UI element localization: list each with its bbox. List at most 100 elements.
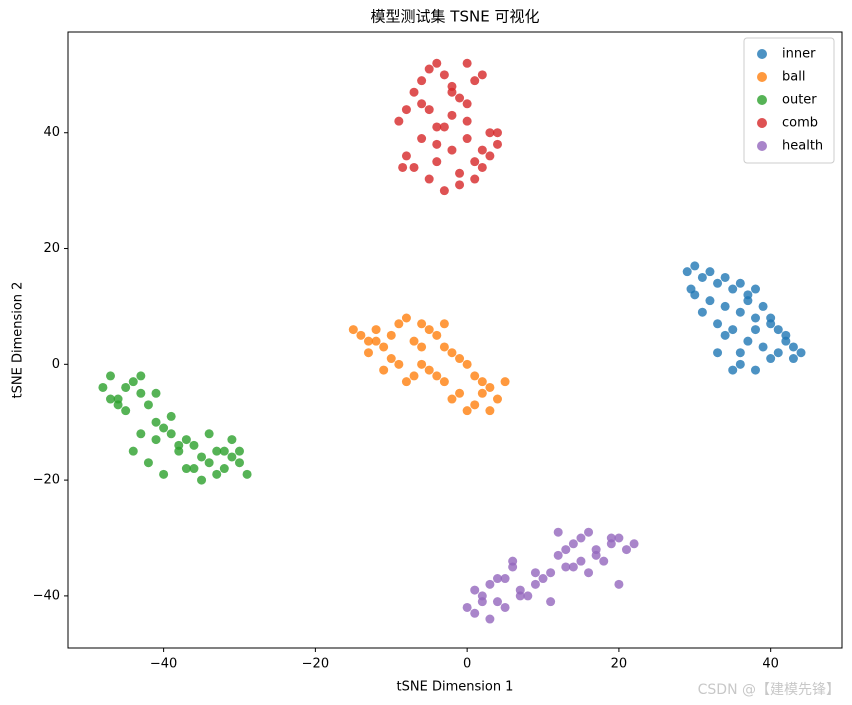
point (614, 533, 624, 543)
point (121, 382, 131, 392)
point (371, 325, 381, 335)
legend-label: outer (782, 93, 817, 108)
point (401, 313, 411, 323)
y-tick-label: 40 (43, 125, 60, 140)
point (136, 429, 146, 439)
point (455, 180, 465, 190)
point (492, 139, 502, 149)
point (439, 342, 449, 352)
point (485, 406, 495, 416)
point (151, 435, 161, 445)
point (492, 128, 502, 138)
point (735, 278, 745, 288)
point (197, 452, 207, 462)
point (735, 348, 745, 358)
point (773, 325, 783, 335)
point (197, 475, 207, 485)
legend-label: inner (782, 47, 816, 62)
point (136, 388, 146, 398)
point (713, 319, 723, 329)
point (424, 105, 434, 115)
point (713, 278, 723, 288)
point (553, 550, 563, 560)
legend-marker (757, 72, 767, 82)
point (766, 313, 776, 323)
point (439, 377, 449, 387)
point (462, 58, 472, 68)
point (492, 597, 502, 607)
point (455, 354, 465, 364)
point (561, 545, 571, 555)
point (455, 168, 465, 178)
point (538, 574, 548, 584)
point (788, 354, 798, 364)
point (417, 134, 427, 144)
point (105, 371, 115, 381)
point (697, 272, 707, 282)
point (690, 261, 700, 271)
point (728, 284, 738, 294)
point (394, 116, 404, 126)
point (591, 550, 601, 560)
point (523, 591, 533, 601)
point (447, 348, 457, 358)
point (462, 116, 472, 126)
legend-box (743, 37, 835, 164)
point (796, 348, 806, 358)
point (629, 539, 639, 549)
point (363, 336, 373, 346)
y-tick-label: 20 (43, 241, 60, 256)
point (356, 330, 366, 340)
point (735, 359, 745, 369)
point (432, 157, 442, 167)
point (455, 388, 465, 398)
point (561, 562, 571, 572)
point (409, 336, 419, 346)
point (181, 435, 191, 445)
point (606, 533, 616, 543)
point (462, 359, 472, 369)
point (189, 464, 199, 474)
point (439, 70, 449, 80)
y-tick-label: −40 (33, 588, 60, 603)
point (424, 365, 434, 375)
chart-title: 模型测试集 TSNE 可视化 (371, 8, 540, 26)
point (530, 568, 540, 578)
point (477, 145, 487, 155)
y-tick-label: −20 (33, 473, 60, 488)
point (530, 579, 540, 589)
point (219, 464, 229, 474)
y-axis-label: tSNE Dimension 2 (11, 282, 26, 399)
point (439, 319, 449, 329)
point (470, 76, 480, 86)
watermark: CSDN @【建模先锋】 (698, 682, 840, 698)
legend-label: ball (782, 70, 805, 85)
point (128, 377, 138, 387)
point (470, 371, 480, 381)
point (614, 579, 624, 589)
point (728, 325, 738, 335)
point (98, 382, 108, 392)
x-tick-label: 40 (762, 657, 779, 672)
point (621, 545, 631, 555)
point (379, 365, 389, 375)
point (455, 93, 465, 103)
point (189, 440, 199, 450)
x-tick-label: 20 (611, 657, 628, 672)
point (159, 469, 169, 479)
point (401, 105, 411, 115)
legend-label: comb (782, 116, 818, 131)
point (470, 400, 480, 410)
point (227, 435, 237, 445)
point (788, 342, 798, 352)
point (470, 608, 480, 618)
point (181, 464, 191, 474)
point (713, 348, 723, 358)
point (386, 354, 396, 364)
point (432, 371, 442, 381)
point (477, 388, 487, 398)
point (234, 458, 244, 468)
